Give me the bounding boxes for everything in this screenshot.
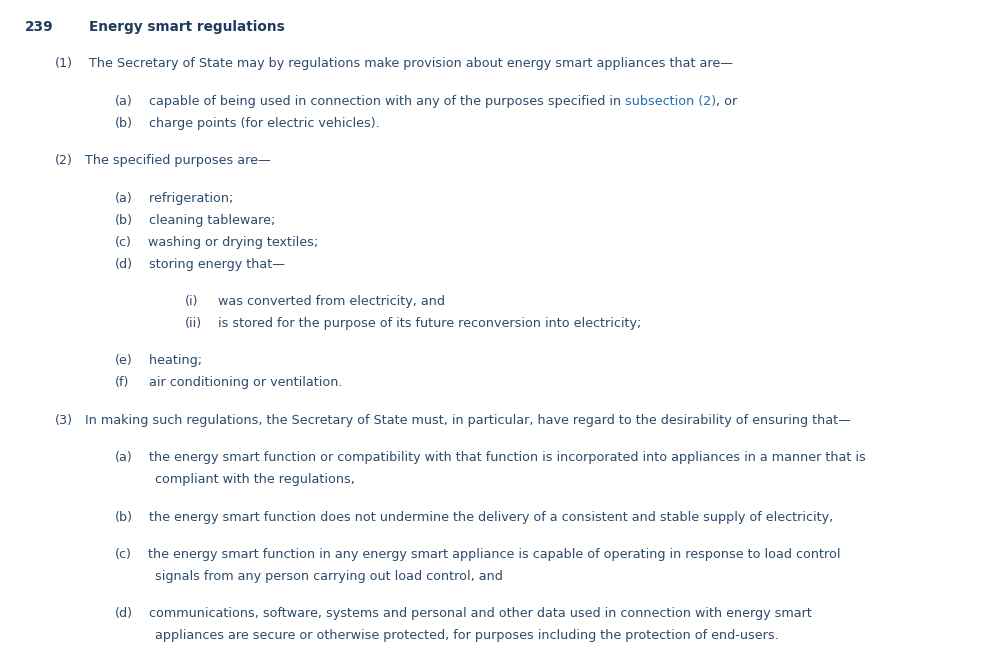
Text: heating;: heating;	[133, 354, 202, 367]
Text: (3): (3)	[55, 414, 73, 427]
Text: (e): (e)	[115, 354, 133, 367]
Text: (a): (a)	[115, 191, 133, 204]
Text: 239: 239	[25, 20, 53, 34]
Text: compliant with the regulations,: compliant with the regulations,	[155, 473, 355, 486]
Text: (b): (b)	[115, 117, 133, 130]
Text: storing energy that—: storing energy that—	[133, 258, 285, 271]
Text: (d): (d)	[115, 258, 133, 271]
Text: (2): (2)	[55, 154, 73, 167]
Text: (f): (f)	[115, 376, 130, 389]
Text: communications, software, systems and personal and other data used in connection: communications, software, systems and pe…	[133, 607, 812, 620]
Text: (c): (c)	[115, 236, 132, 249]
Text: , or: , or	[716, 95, 737, 108]
Text: is stored for the purpose of its future reconversion into electricity;: is stored for the purpose of its future …	[202, 317, 642, 330]
Text: (ii): (ii)	[185, 317, 202, 330]
Text: subsection (2): subsection (2)	[625, 95, 716, 108]
Text: (a): (a)	[115, 451, 133, 464]
Text: In making such regulations, the Secretary of State must, in particular, have reg: In making such regulations, the Secretar…	[73, 414, 851, 427]
Text: washing or drying textiles;: washing or drying textiles;	[132, 236, 318, 249]
Text: (i): (i)	[185, 295, 199, 308]
Text: the energy smart function or compatibility with that function is incorporated in: the energy smart function or compatibili…	[133, 451, 865, 464]
Text: signals from any person carrying out load control, and: signals from any person carrying out loa…	[155, 570, 502, 583]
Text: (d): (d)	[115, 607, 133, 620]
Text: (a): (a)	[115, 95, 133, 108]
Text: the energy smart function in any energy smart appliance is capable of operating : the energy smart function in any energy …	[132, 548, 841, 561]
Text: (1): (1)	[55, 57, 73, 70]
Text: The specified purposes are—: The specified purposes are—	[73, 154, 271, 167]
Text: cleaning tableware;: cleaning tableware;	[133, 214, 275, 227]
Text: capable of being used in connection with any of the purposes specified in: capable of being used in connection with…	[133, 95, 625, 108]
Text: air conditioning or ventilation.: air conditioning or ventilation.	[130, 376, 343, 389]
Text: was converted from electricity, and: was converted from electricity, and	[199, 295, 445, 308]
Text: (b): (b)	[115, 511, 133, 524]
Text: Energy smart regulations: Energy smart regulations	[89, 20, 285, 34]
Text: the energy smart function does not undermine the delivery of a consistent and st: the energy smart function does not under…	[133, 511, 834, 524]
Text: charge points (for electric vehicles).: charge points (for electric vehicles).	[133, 117, 380, 130]
Text: appliances are secure or otherwise protected, for purposes including the protect: appliances are secure or otherwise prote…	[155, 630, 778, 643]
Text: (b): (b)	[115, 214, 133, 227]
Text: The Secretary of State may by regulations make provision about energy smart appl: The Secretary of State may by regulation…	[73, 57, 733, 70]
Text: (c): (c)	[115, 548, 132, 561]
Text: refrigeration;: refrigeration;	[133, 191, 233, 204]
